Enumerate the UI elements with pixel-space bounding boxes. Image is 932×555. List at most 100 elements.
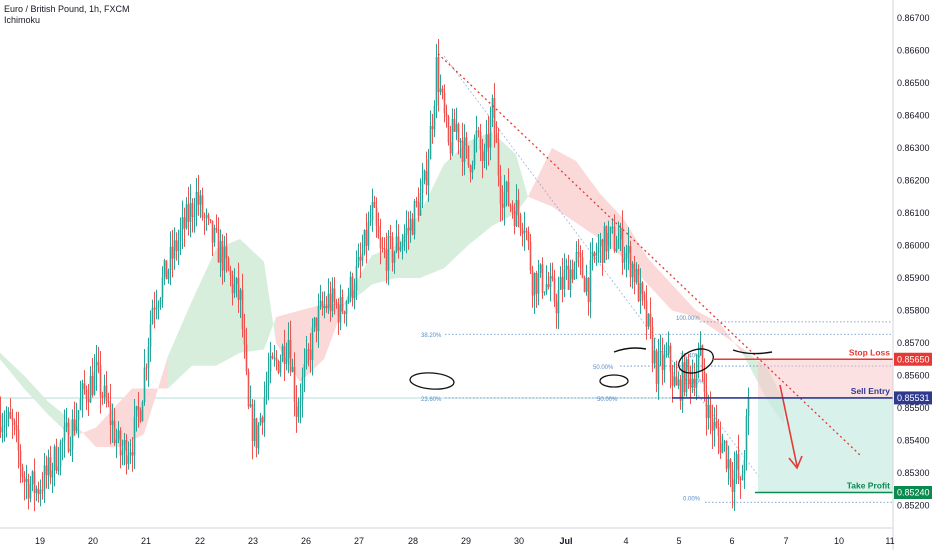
candle-body: [197, 191, 200, 205]
candle-body: [427, 159, 430, 186]
candle-body: [661, 351, 664, 371]
candle-body: [469, 165, 472, 173]
candle-body: [403, 234, 406, 243]
hand-stroke[interactable]: [613, 347, 647, 353]
candle-body: [237, 278, 240, 301]
candle-body: [383, 248, 386, 250]
candle-body: [411, 218, 414, 235]
candle-body: [501, 203, 504, 208]
price-tick-label: 0.85200: [897, 501, 930, 511]
time-axis[interactable]: 19 20 21 22 23 26 27 28 29 30 Jul 4 5 6 7 10 11: [0, 527, 895, 546]
candle-body: [105, 385, 108, 401]
candle-body: [347, 296, 350, 302]
cloud-segment: [528, 148, 552, 207]
candle-body: [467, 145, 470, 166]
price-tag[interactable]: [894, 486, 932, 499]
price-tag[interactable]: [894, 391, 932, 405]
indicator-label[interactable]: Ichimoku: [4, 15, 41, 25]
candle-body: [581, 257, 584, 278]
price-tick-label: 0.85300: [897, 468, 930, 478]
candle-body: [255, 418, 258, 449]
fib-level-label: 38.20%: [421, 333, 442, 339]
candle-body: [631, 263, 634, 278]
candle-body: [643, 293, 646, 301]
candle-body: [705, 392, 708, 419]
candle-body: [283, 346, 286, 365]
hand-circle[interactable]: [599, 374, 629, 388]
candle-body: [437, 57, 440, 93]
candle-body: [33, 471, 36, 494]
candle-body: [319, 300, 322, 306]
candle-body: [627, 245, 630, 254]
trade-levels[interactable]: Stop Loss 0.85650 Sell Entry 0.85531 Take Pr…: [672, 347, 932, 499]
candle-body: [465, 137, 468, 146]
price-tag[interactable]: [894, 352, 932, 366]
candle-body: [381, 247, 384, 249]
candle-body: [49, 457, 52, 478]
candle-body: [487, 134, 490, 148]
candle-body: [133, 416, 136, 456]
trend-line[interactable]: [437, 53, 861, 456]
time-tick-label: 20: [88, 536, 98, 546]
candle-body: [417, 202, 420, 216]
candle-body: [333, 288, 336, 303]
cloud-segment: [576, 161, 600, 239]
candle-body: [229, 270, 232, 276]
candle-body: [553, 278, 556, 302]
cloud-segment: [648, 258, 672, 311]
candle-body: [165, 260, 168, 280]
candle-body: [645, 300, 648, 327]
time-tick-label: 28: [408, 536, 418, 546]
hand-circle[interactable]: [409, 371, 455, 390]
candle-body: [67, 422, 70, 452]
candle-body: [221, 240, 224, 271]
price-axis[interactable]: 0.86700 0.86600 0.86500 0.86400 0.86300 0.862…: [892, 0, 930, 550]
candle-body: [523, 230, 526, 234]
candle-body: [699, 345, 702, 356]
cloud-segment: [264, 261, 276, 350]
time-tick-label: 5: [676, 536, 681, 546]
candle-body: [521, 228, 524, 234]
candle-body: [39, 489, 42, 495]
candle-body: [675, 376, 678, 386]
candle-body: [291, 367, 294, 372]
candle-body: [621, 227, 624, 263]
cloud-segment: [372, 245, 396, 285]
candle-body: [181, 217, 184, 230]
candle-body: [83, 383, 86, 390]
cloud-segment: [420, 164, 444, 278]
candle-body: [275, 357, 278, 361]
candle-body: [709, 404, 712, 419]
fib-level-label: 0.00%: [683, 496, 701, 502]
candle-body: [701, 345, 704, 373]
candle-body: [653, 350, 656, 364]
candle-body: [13, 420, 16, 426]
candle-body: [625, 253, 628, 259]
level-name: Sell Entry: [851, 386, 890, 396]
price-tick-label: 0.86600: [897, 46, 930, 56]
candle-body: [317, 305, 320, 332]
hand-stroke[interactable]: [732, 349, 773, 355]
candle-body: [59, 442, 62, 467]
candle-body: [731, 479, 734, 492]
candle-body: [307, 349, 310, 351]
candle-body: [721, 442, 724, 453]
candle-body: [421, 180, 424, 194]
candle-body: [227, 258, 230, 271]
candle-body: [597, 246, 600, 253]
candle-body: [619, 227, 622, 240]
candle-body: [61, 440, 64, 443]
candle-body: [561, 276, 564, 290]
candle-body: [17, 429, 20, 451]
candle-body: [87, 398, 90, 403]
candle-body: [285, 357, 288, 365]
candle-body: [607, 232, 610, 252]
candle-body: [355, 265, 358, 291]
candle-body: [361, 253, 364, 261]
candle-body: [55, 446, 58, 471]
candle-body: [231, 275, 234, 294]
candle-body: [485, 134, 488, 152]
hand-circle[interactable]: [675, 345, 716, 378]
